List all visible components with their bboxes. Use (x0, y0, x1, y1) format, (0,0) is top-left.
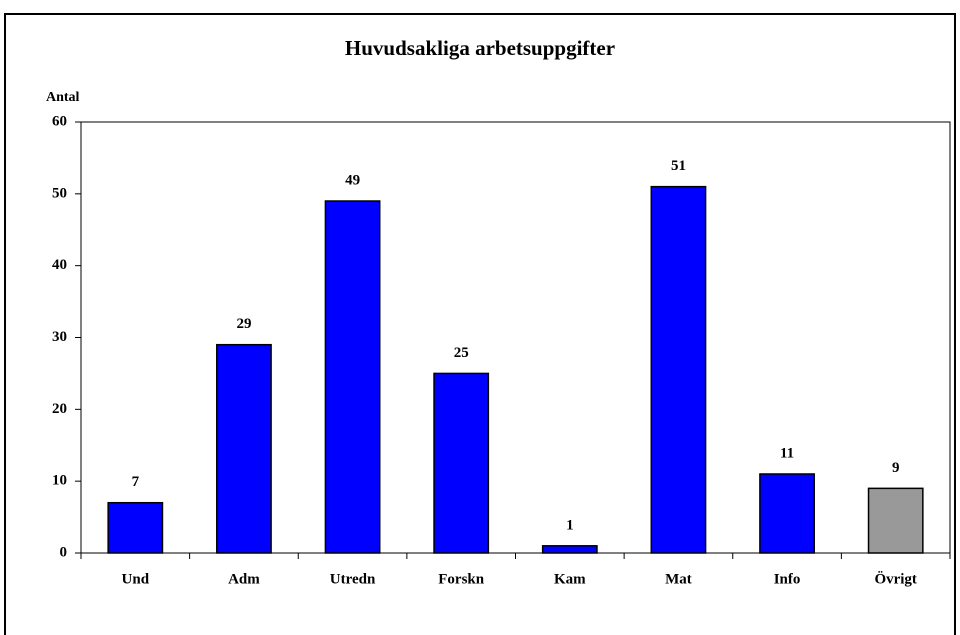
x-tick-label: Övrigt (874, 570, 917, 587)
bar (867, 487, 924, 554)
x-tick-label: Kam (554, 571, 586, 587)
data-label: 1 (566, 517, 574, 533)
data-label: 49 (345, 172, 360, 188)
x-tick-label: Forskn (438, 571, 485, 587)
y-tick-label: 40 (52, 257, 67, 273)
data-label: 51 (671, 158, 686, 174)
y-tick-label: 10 (52, 473, 67, 489)
bar (433, 372, 490, 554)
chart-title: Huvudsakliga arbetsuppgifter (345, 36, 615, 60)
data-label: 7 (132, 474, 140, 490)
y-tick-label: 30 (52, 329, 67, 345)
bar (759, 473, 815, 554)
data-label: 9 (892, 460, 900, 476)
data-label: 11 (780, 445, 794, 461)
x-tick-label: Utredn (330, 571, 376, 587)
x-tick-label: Und (122, 571, 150, 587)
bar (324, 200, 381, 554)
x-tick-label: Mat (665, 571, 692, 587)
bar (107, 501, 164, 554)
y-tick-label: 50 (52, 185, 67, 201)
data-label: 29 (236, 316, 251, 332)
x-tick-label: Adm (228, 571, 260, 587)
y-tick-label: 60 (52, 113, 67, 129)
data-label: 25 (454, 345, 469, 361)
x-tick-label: Info (774, 571, 801, 587)
bar (650, 185, 707, 554)
y-tick-label: 0 (60, 544, 68, 560)
bar (216, 343, 272, 554)
bar (541, 545, 598, 554)
y-tick-label: 20 (52, 401, 67, 417)
y-axis-label: Antal (46, 90, 80, 105)
